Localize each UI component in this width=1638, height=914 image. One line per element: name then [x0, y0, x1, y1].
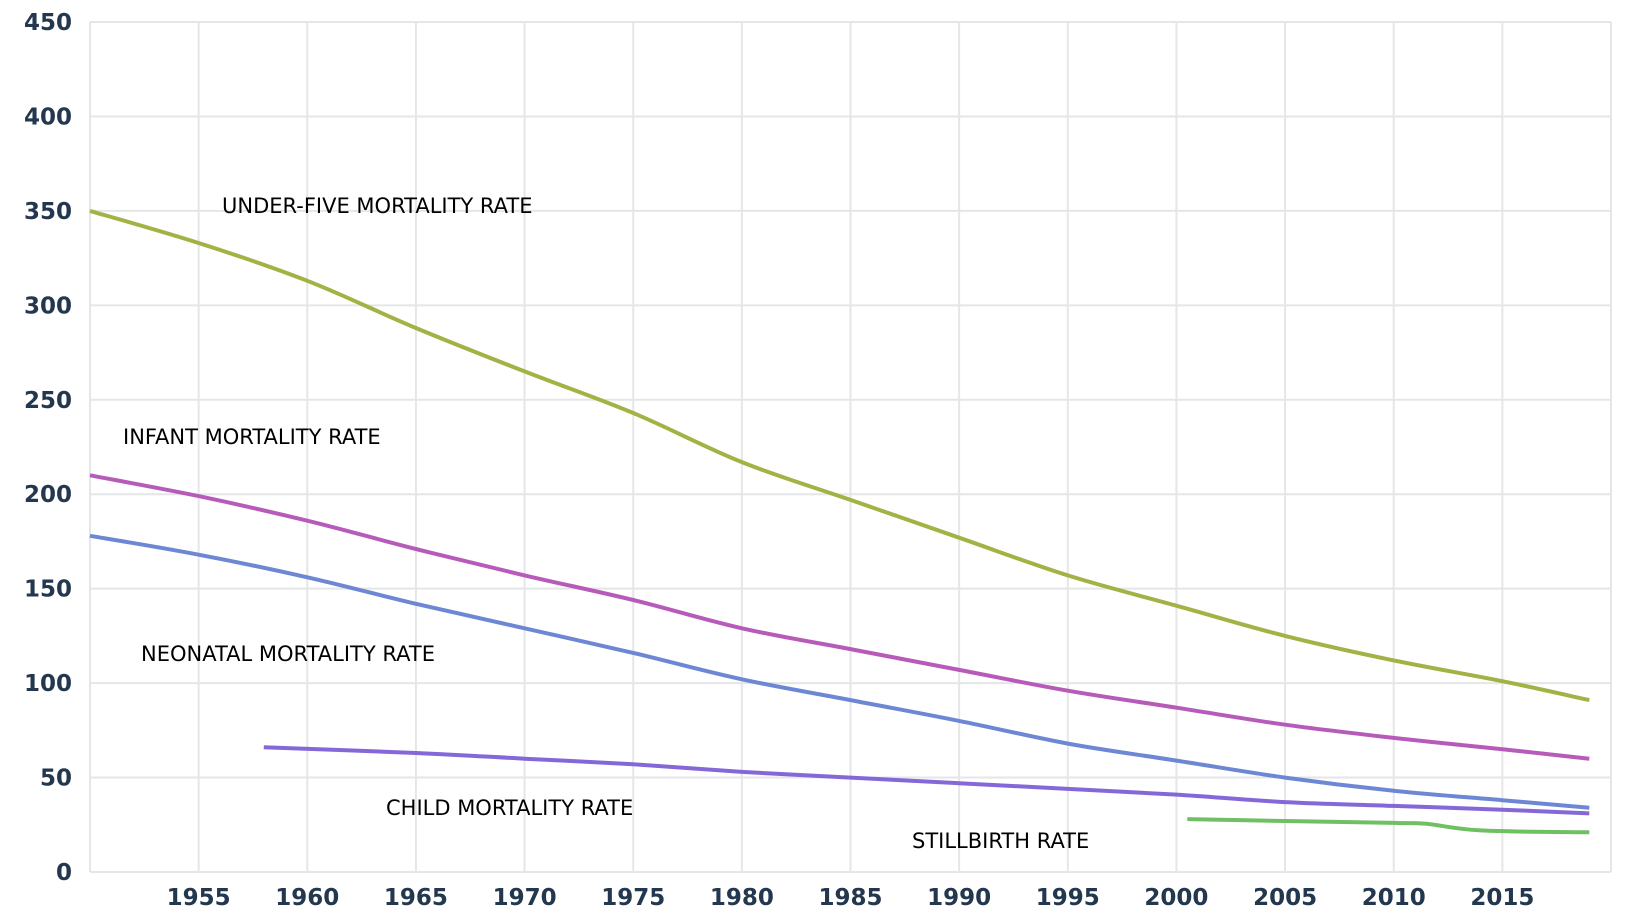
y-tick-label: 350	[24, 199, 72, 225]
x-tick-label: 2010	[1362, 885, 1426, 911]
y-axis-ticks: 0 50 100 150 200 250 300 350 400 450	[24, 10, 72, 886]
series-line-under-five	[89, 208, 1590, 703]
series-label-child: CHILD MORTALITY RATE	[386, 796, 633, 820]
x-tick-label: 2005	[1253, 885, 1317, 911]
y-tick-label: 400	[24, 104, 72, 130]
x-tick-label: 1980	[710, 885, 774, 911]
x-axis-ticks: 1955 1960 1965 1970 1975 1980 1985 1990 1995 2000…	[167, 885, 1535, 911]
x-tick-label: 1975	[601, 885, 665, 911]
y-tick-label: 100	[24, 671, 72, 697]
series-line-infant	[89, 473, 1590, 761]
x-tick-label: 2015	[1470, 885, 1534, 911]
series-label-under-five: UNDER-FIVE MORTALITY RATE	[222, 194, 533, 218]
x-tick-label: 1970	[493, 885, 557, 911]
gridlines	[89, 21, 1612, 873]
y-tick-label: 50	[40, 766, 72, 792]
x-tick-label: 2000	[1144, 885, 1208, 911]
series-line-child	[263, 745, 1590, 816]
y-tick-label: 450	[24, 10, 72, 36]
series-label-stillbirth: STILLBIRTH RATE	[912, 829, 1089, 853]
series-line-neonatal	[89, 533, 1590, 810]
x-tick-label: 1985	[818, 885, 882, 911]
x-tick-label: 1995	[1036, 885, 1100, 911]
series-label-infant: INFANT MORTALITY RATE	[123, 425, 381, 449]
y-tick-label: 250	[24, 388, 72, 414]
series-labels: UNDER-FIVE MORTALITY RATE INFANT MORTALI…	[123, 194, 1089, 853]
x-tick-label: 1955	[167, 885, 231, 911]
series-line-stillbirth	[1187, 817, 1590, 835]
y-tick-label: 200	[24, 482, 72, 508]
x-tick-label: 1960	[275, 885, 339, 911]
series-label-neonatal: NEONATAL MORTALITY RATE	[141, 642, 435, 666]
x-tick-label: 1965	[384, 885, 448, 911]
y-tick-label: 300	[24, 293, 72, 319]
x-tick-label: 1990	[927, 885, 991, 911]
y-tick-label: 150	[24, 577, 72, 603]
series-lines	[89, 208, 1590, 835]
y-tick-label: 0	[56, 860, 72, 886]
